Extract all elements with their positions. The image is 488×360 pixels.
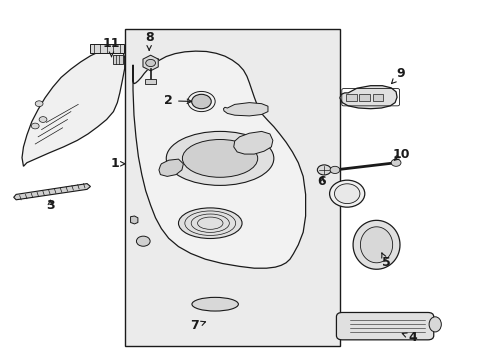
Polygon shape	[133, 51, 305, 268]
Polygon shape	[223, 103, 267, 116]
Text: 1: 1	[110, 157, 125, 170]
Ellipse shape	[329, 180, 364, 207]
Polygon shape	[159, 159, 183, 176]
Polygon shape	[360, 227, 392, 263]
Bar	[144, 79, 156, 84]
Text: 9: 9	[391, 67, 405, 84]
Circle shape	[31, 123, 39, 129]
Circle shape	[39, 117, 47, 122]
Text: 10: 10	[391, 148, 409, 161]
Text: 3: 3	[46, 199, 55, 212]
Circle shape	[191, 94, 211, 109]
Polygon shape	[130, 216, 138, 224]
Polygon shape	[14, 184, 90, 200]
Ellipse shape	[166, 131, 273, 185]
Bar	[346, 94, 356, 101]
Bar	[372, 94, 383, 101]
Circle shape	[145, 59, 155, 67]
Ellipse shape	[191, 297, 238, 311]
Text: 4: 4	[402, 331, 417, 344]
Polygon shape	[352, 220, 399, 269]
Ellipse shape	[182, 139, 257, 177]
Bar	[124, 29, 339, 346]
FancyBboxPatch shape	[336, 312, 433, 340]
Ellipse shape	[428, 317, 441, 332]
Circle shape	[35, 101, 43, 107]
Bar	[359, 94, 369, 101]
Text: 6: 6	[316, 175, 325, 188]
Bar	[90, 44, 123, 53]
Circle shape	[136, 236, 150, 246]
Polygon shape	[22, 46, 124, 166]
Polygon shape	[339, 86, 396, 109]
Circle shape	[390, 159, 400, 166]
Polygon shape	[233, 131, 272, 154]
Polygon shape	[142, 55, 158, 71]
Bar	[113, 55, 123, 64]
Text: 8: 8	[144, 31, 153, 50]
Text: 2: 2	[164, 94, 191, 107]
Text: 11: 11	[102, 37, 120, 57]
Text: 5: 5	[381, 253, 390, 269]
Ellipse shape	[334, 184, 359, 204]
Circle shape	[329, 166, 339, 174]
Ellipse shape	[178, 208, 242, 239]
Circle shape	[317, 165, 330, 175]
Text: 7: 7	[190, 319, 205, 332]
